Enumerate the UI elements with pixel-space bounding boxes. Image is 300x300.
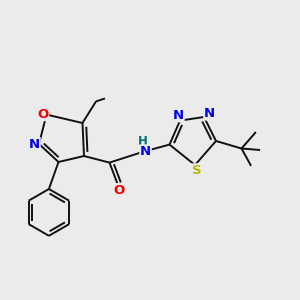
Text: H: H [138,135,147,148]
Text: O: O [113,184,125,197]
Text: N: N [140,145,151,158]
Text: N: N [173,109,184,122]
Text: O: O [37,107,49,121]
Text: S: S [192,164,201,177]
Text: N: N [204,107,215,120]
Text: N: N [29,137,40,151]
